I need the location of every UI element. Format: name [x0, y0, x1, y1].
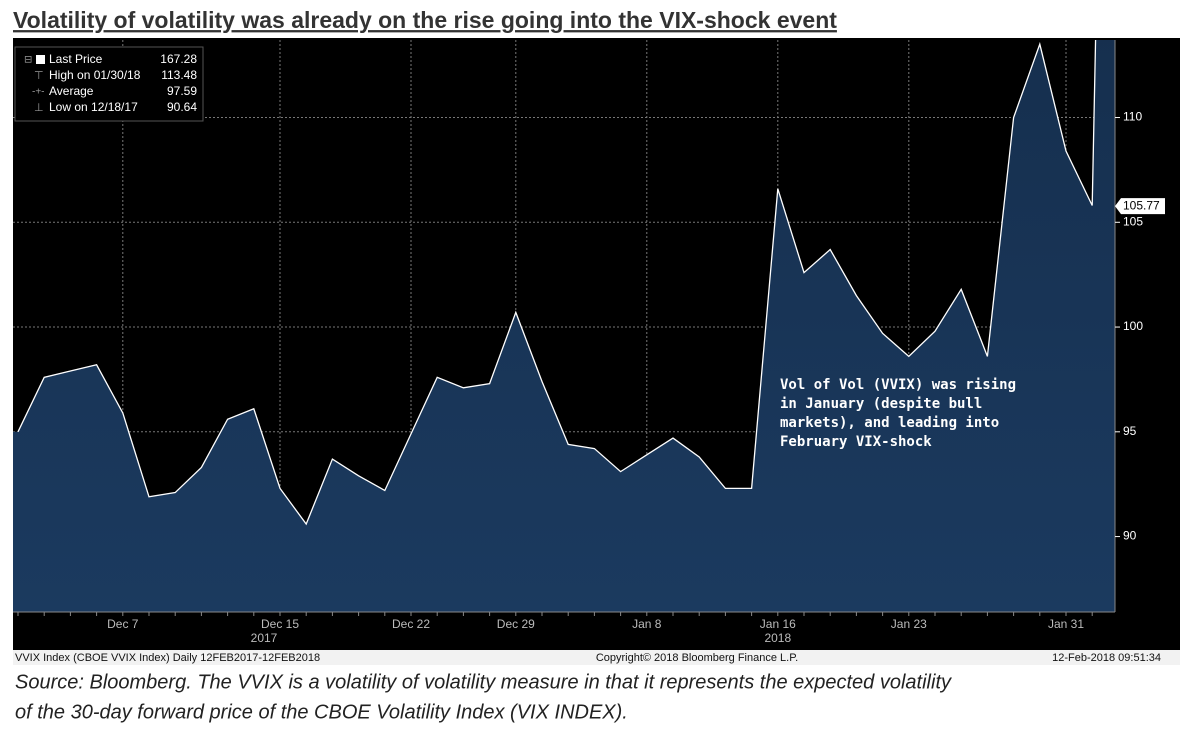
legend-icon: ⊟ — [24, 55, 32, 66]
legend: ⊟ ⊤ -+- ⊥ Last Price 167.28 High on 01/30/… — [14, 46, 204, 122]
legend-icon: ⊤ — [34, 70, 44, 82]
annotation: markets), and leading into — [780, 415, 999, 431]
price-marker — [1115, 198, 1165, 215]
footer-left: VVIX Index (CBOE VVIX Index) Daily 12FEB… — [15, 652, 320, 664]
legend-label: Last Price — [49, 52, 103, 66]
x-year-label: 2017 — [251, 631, 278, 645]
legend-value: 90.64 — [167, 100, 197, 114]
chart-title: Volatility of volatility was already on … — [13, 7, 837, 33]
annotation: February VIX-shock — [780, 434, 932, 450]
legend-value: 167.28 — [160, 52, 197, 66]
x-tick-label: Jan 23 — [891, 617, 927, 631]
x-year-label: 2018 — [764, 631, 791, 645]
y-tick-label: 90 — [1123, 529, 1137, 543]
line — [17, 40, 1097, 526]
footer-strip — [13, 650, 1180, 665]
x-tick-label: Jan 8 — [632, 617, 662, 631]
legend-label: High on 01/30/18 — [49, 68, 141, 82]
y-tick-label: 110 — [1123, 110, 1142, 124]
caption: of the 30-day forward price of the CBOE … — [15, 701, 628, 723]
legend-icon: ⊥ — [34, 102, 44, 114]
annotation: Vol of Vol (VVIX) was rising — [780, 377, 1016, 393]
y-tick-label: 105 — [1123, 214, 1143, 228]
area — [13, 40, 1115, 612]
footer-center: Copyright© 2018 Bloomberg Finance L.P. — [596, 652, 798, 664]
footer-right: 12-Feb-2018 09:51:34 — [1052, 652, 1161, 664]
y-tick-label: 100 — [1123, 319, 1143, 333]
legend-label: Low on 12/18/17 — [49, 100, 138, 114]
legend-icon: -+- — [32, 87, 45, 98]
price-marker-label: 105.77 — [1123, 198, 1160, 212]
y-tick-label: 95 — [1123, 424, 1137, 438]
legend-label: Average — [49, 84, 94, 98]
x-tick-label: Dec 22 — [392, 617, 430, 631]
legend-value: 113.48 — [161, 68, 197, 82]
caption: Source: Bloomberg. The VVIX is a volatil… — [15, 671, 952, 693]
legend-swatch — [36, 55, 45, 64]
x-tick-label: Dec 15 — [261, 617, 299, 631]
x-tick-label: Dec 29 — [497, 617, 535, 631]
legend-value: 97.59 — [167, 84, 197, 98]
x-tick-label: Dec 7 — [107, 617, 139, 631]
x-tick-label: Jan 31 — [1048, 617, 1084, 631]
legend-box — [14, 46, 204, 122]
x-tick-label: Jan 16 — [760, 617, 796, 631]
annotation: in January (despite bull — [780, 396, 982, 412]
